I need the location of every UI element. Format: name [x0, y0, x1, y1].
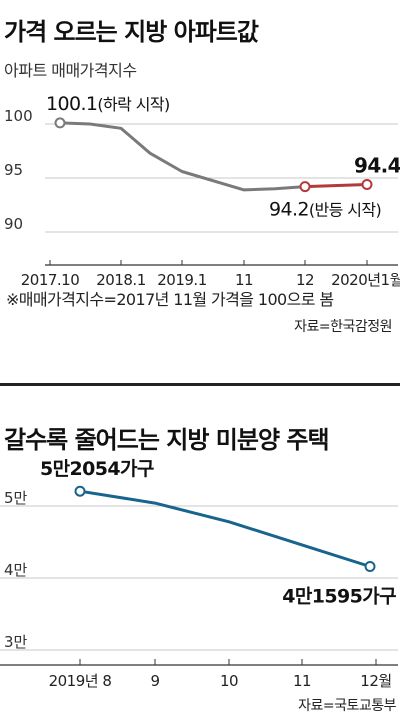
chart2-source: 자료=국토교통부 [298, 698, 397, 714]
chart1-x-tick-label: 11 [235, 271, 253, 289]
chart2-data-point [364, 561, 376, 573]
section-divider [0, 383, 400, 386]
chart1-rebound-line [304, 183, 368, 189]
chart2-y-tick-label: 3만 [4, 633, 28, 651]
chart2-x-tick-label: 11 [293, 672, 311, 690]
chart1-data-label: 94.4 [354, 153, 400, 177]
chart1-x-tick-label: 12 [296, 271, 314, 289]
chart1-y-tick-label: 90 [4, 215, 23, 233]
chart2-series-line [79, 489, 371, 568]
chart1-x-tick-label: 2018.1 [96, 271, 146, 289]
chart1-x-tick-label: 2020년1월 [331, 271, 400, 289]
chart2-data-label: 4만1595가구 [282, 586, 396, 608]
chart1-data-label: 94.2(반등 시작) [269, 199, 381, 221]
chart1-note: ※매매가격지수=2017년 11월 가격을 100으로 봄 [6, 290, 333, 309]
chart2-x-tick-label: 2019년 8 [49, 672, 112, 690]
chart2-y-tick-label: 4만 [4, 561, 28, 579]
chart1-data-point [54, 117, 66, 129]
chart2-data-label: 5만2054가구 [40, 458, 154, 480]
chart1-data-label: 100.1(하락 시작) [46, 93, 170, 115]
chart1-subtitle: 아파트 매매가격지수 [4, 61, 137, 80]
chart1-series-line [59, 121, 306, 192]
chart1-x-tick-label: 2019.1 [157, 271, 207, 289]
chart1-title: 가격 오르는 지방 아파트값 [4, 18, 259, 46]
chart1-data-point [299, 181, 311, 193]
chart2-y-tick-label: 5만 [4, 489, 28, 507]
chart1-plot: 100 95 90 2017.10 2018.1 2019.1 11 12 2020년1월 1… [4, 93, 400, 335]
chart2-title: 갈수록 줄어드는 지방 미분양 주택 [4, 426, 330, 454]
chart1-data-point [361, 178, 373, 190]
chart2-data-point [74, 485, 86, 497]
chart2-x-tick-label: 12월 [360, 672, 391, 690]
chart1-y-tick-label: 100 [4, 107, 33, 125]
chart2-x-tick-label: 10 [220, 672, 238, 690]
chart1-y-tick-label: 95 [4, 161, 23, 179]
chart1-source: 자료=한국감정원 [294, 319, 392, 335]
chart2-x-tick-label: 9 [150, 672, 159, 690]
chart1-x-tick-label: 2017.10 [21, 271, 80, 289]
